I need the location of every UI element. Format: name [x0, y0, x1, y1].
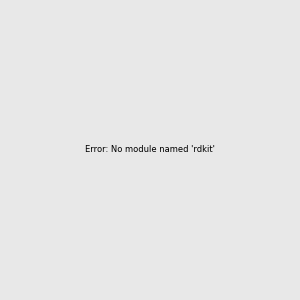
Text: Error: No module named 'rdkit': Error: No module named 'rdkit' — [85, 146, 215, 154]
